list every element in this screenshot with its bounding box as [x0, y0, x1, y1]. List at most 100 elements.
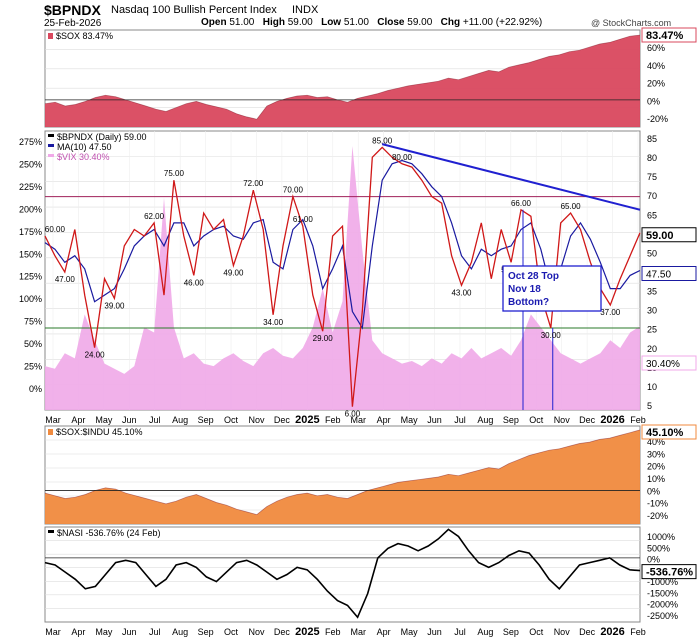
x-axis-upper-tick-label: Feb	[325, 415, 341, 425]
bpndx-point-label: 46.00	[184, 278, 205, 287]
sox-legend: $SOX 83.47%	[56, 31, 113, 41]
open-value: 51.00	[229, 17, 255, 28]
bpndx-point-label: 29.00	[313, 334, 334, 343]
x-axis-lower-tick-label: Nov	[248, 627, 265, 637]
ratio-tick-label: -10%	[647, 499, 668, 509]
x-axis-lower-tick-label: Jun	[427, 627, 442, 637]
bpndx-axis-tick-label: 10	[647, 382, 657, 392]
x-axis-lower-tick-label: Mar	[45, 627, 61, 637]
bpndx-axis-tick-label: 25	[647, 325, 657, 335]
bpndx-axis-tick-label: 50	[647, 248, 657, 258]
ratio-tick-label: 0%	[647, 486, 660, 496]
nasi-tick-label: -2000%	[647, 600, 678, 610]
vix-area	[45, 146, 640, 410]
bpndx-point-label: 47.00	[55, 275, 76, 284]
nasi-tick-label: -1500%	[647, 588, 678, 598]
annotation-line: Bottom?	[508, 297, 549, 308]
vix-axis-tick-label: 150%	[19, 249, 42, 259]
x-axis-lower-tick-label: 2026	[600, 626, 624, 638]
x-axis-upper-tick-label: Jul	[149, 415, 161, 425]
nasi-line	[44, 528, 641, 619]
ma-last-value-box	[641, 266, 697, 281]
vix-axis-tick-label: 50%	[24, 339, 42, 349]
chg-label: Chg	[440, 17, 461, 28]
x-axis-lower-tick-label: Feb	[630, 627, 646, 637]
close-label: Close	[377, 17, 405, 28]
x-axis-upper-tick-label: Jun	[427, 415, 442, 425]
x-axis-upper-tick-label: 2026	[600, 414, 624, 426]
ohlc-row: Open 51.00 High 59.00 Low 51.00 Close 59…	[201, 17, 542, 28]
vix-axis-tick-label: 275%	[19, 137, 42, 147]
bpndx-point-label: 49.00	[223, 269, 244, 278]
x-axis-lower-tick-label: Sep	[503, 627, 519, 637]
low-label: Low	[321, 17, 342, 28]
x-axis-lower-tick-label: Mar	[350, 627, 366, 637]
x-axis-upper-tick-label: May	[95, 415, 113, 425]
x-axis-upper-tick-label: Sep	[198, 415, 214, 425]
x-axis-lower-tick-label: May	[95, 627, 113, 637]
high-value: 59.00	[287, 17, 313, 28]
x-axis-upper-tick-label: Nov	[554, 415, 571, 425]
bpndx-point-label: 61.00	[293, 215, 314, 224]
ratio-tick-label: 40%	[647, 437, 665, 447]
x-axis-upper-tick-label: 2025	[295, 414, 319, 426]
bpndx-point-label: 43.00	[451, 288, 472, 297]
vix-axis-tick-label: 25%	[24, 362, 42, 372]
vix-axis-tick-label: 200%	[19, 204, 42, 214]
vix-axis-tick-label: 75%	[24, 317, 42, 327]
ratio-legend-swatch	[48, 429, 53, 435]
bpndx-point-label: 6.00	[345, 410, 361, 419]
x-axis-lower-tick-label: Jul	[454, 627, 466, 637]
bpndx-point-label: 65.00	[561, 202, 582, 211]
sox-tick-label: 60%	[647, 43, 665, 53]
x-axis-lower-tick-label: Feb	[325, 627, 341, 637]
bpndx-point-label: 85.00	[372, 136, 393, 145]
ratio-tick-label: -20%	[647, 511, 668, 521]
vix-axis-tick-label: 125%	[19, 272, 42, 282]
close-value: 59.00	[407, 17, 433, 28]
watermark: @ StockCharts.com	[591, 18, 672, 28]
bpndx-legend-entry: MA(10) 47.50	[57, 142, 112, 152]
x-axis-lower-tick-label: May	[401, 627, 419, 637]
x-axis-lower-tick-label: Aug	[477, 627, 493, 637]
bpndx-axis-tick-label: 30	[647, 306, 657, 316]
chart-date: 25-Feb-2026	[44, 18, 102, 29]
vix-axis-tick-label: 100%	[19, 294, 42, 304]
x-axis-upper-tick-label: Apr	[377, 415, 391, 425]
x-axis-lower-tick-label: Jul	[149, 627, 161, 637]
bpndx-axis-tick-label: 35	[647, 287, 657, 297]
x-axis-lower-tick-label: Oct	[529, 627, 544, 637]
bpndx-point-label: 37.00	[600, 308, 621, 317]
ratio-tick-label: 20%	[647, 462, 665, 472]
ratio-value-box	[641, 424, 697, 440]
bpndx-point-label: 34.00	[263, 318, 284, 327]
bpndx-point-label: 80.00	[392, 153, 413, 162]
ratio-legend: $SOX:$INDU 45.10%	[56, 427, 143, 437]
sox-area	[45, 35, 640, 127]
x-axis-upper-tick-label: Aug	[172, 415, 188, 425]
x-axis-upper-tick-label: Jul	[454, 415, 466, 425]
bpndx-point-label: 39.00	[104, 301, 125, 310]
vix-axis-tick-label: 0%	[29, 384, 42, 394]
trendline	[381, 143, 641, 211]
chart-symbol: $BPNDX	[44, 2, 101, 18]
sox-tick-label: -20%	[647, 114, 668, 124]
bpndx-point-label: 70.00	[283, 186, 304, 195]
ratio-edge	[44, 429, 641, 515]
vix-axis-tick-label: 225%	[19, 182, 42, 192]
bpndx-axis-tick-label: 85	[647, 134, 657, 144]
bpndx-last-value-box	[641, 227, 697, 243]
sox-tick-label: 40%	[647, 61, 665, 71]
bpndx-legend-entry: $VIX 30.40%	[57, 152, 110, 162]
x-axis-upper-tick-label: Apr	[71, 415, 85, 425]
x-axis-upper-tick-label: Mar	[45, 415, 61, 425]
low-value: 51.00	[343, 17, 369, 28]
x-axis-upper-tick-label: Dec	[579, 415, 596, 425]
x-axis-upper-tick-label: Feb	[630, 415, 646, 425]
x-axis-lower-tick-label: 2025	[295, 626, 319, 638]
nasi-tick-label: 1000%	[647, 532, 675, 542]
bpndx-last-value-label: 59.00	[646, 230, 674, 242]
ratio-tick-label: 10%	[647, 474, 665, 484]
ratio-area	[45, 429, 640, 524]
vix-last-value-box	[641, 355, 697, 371]
